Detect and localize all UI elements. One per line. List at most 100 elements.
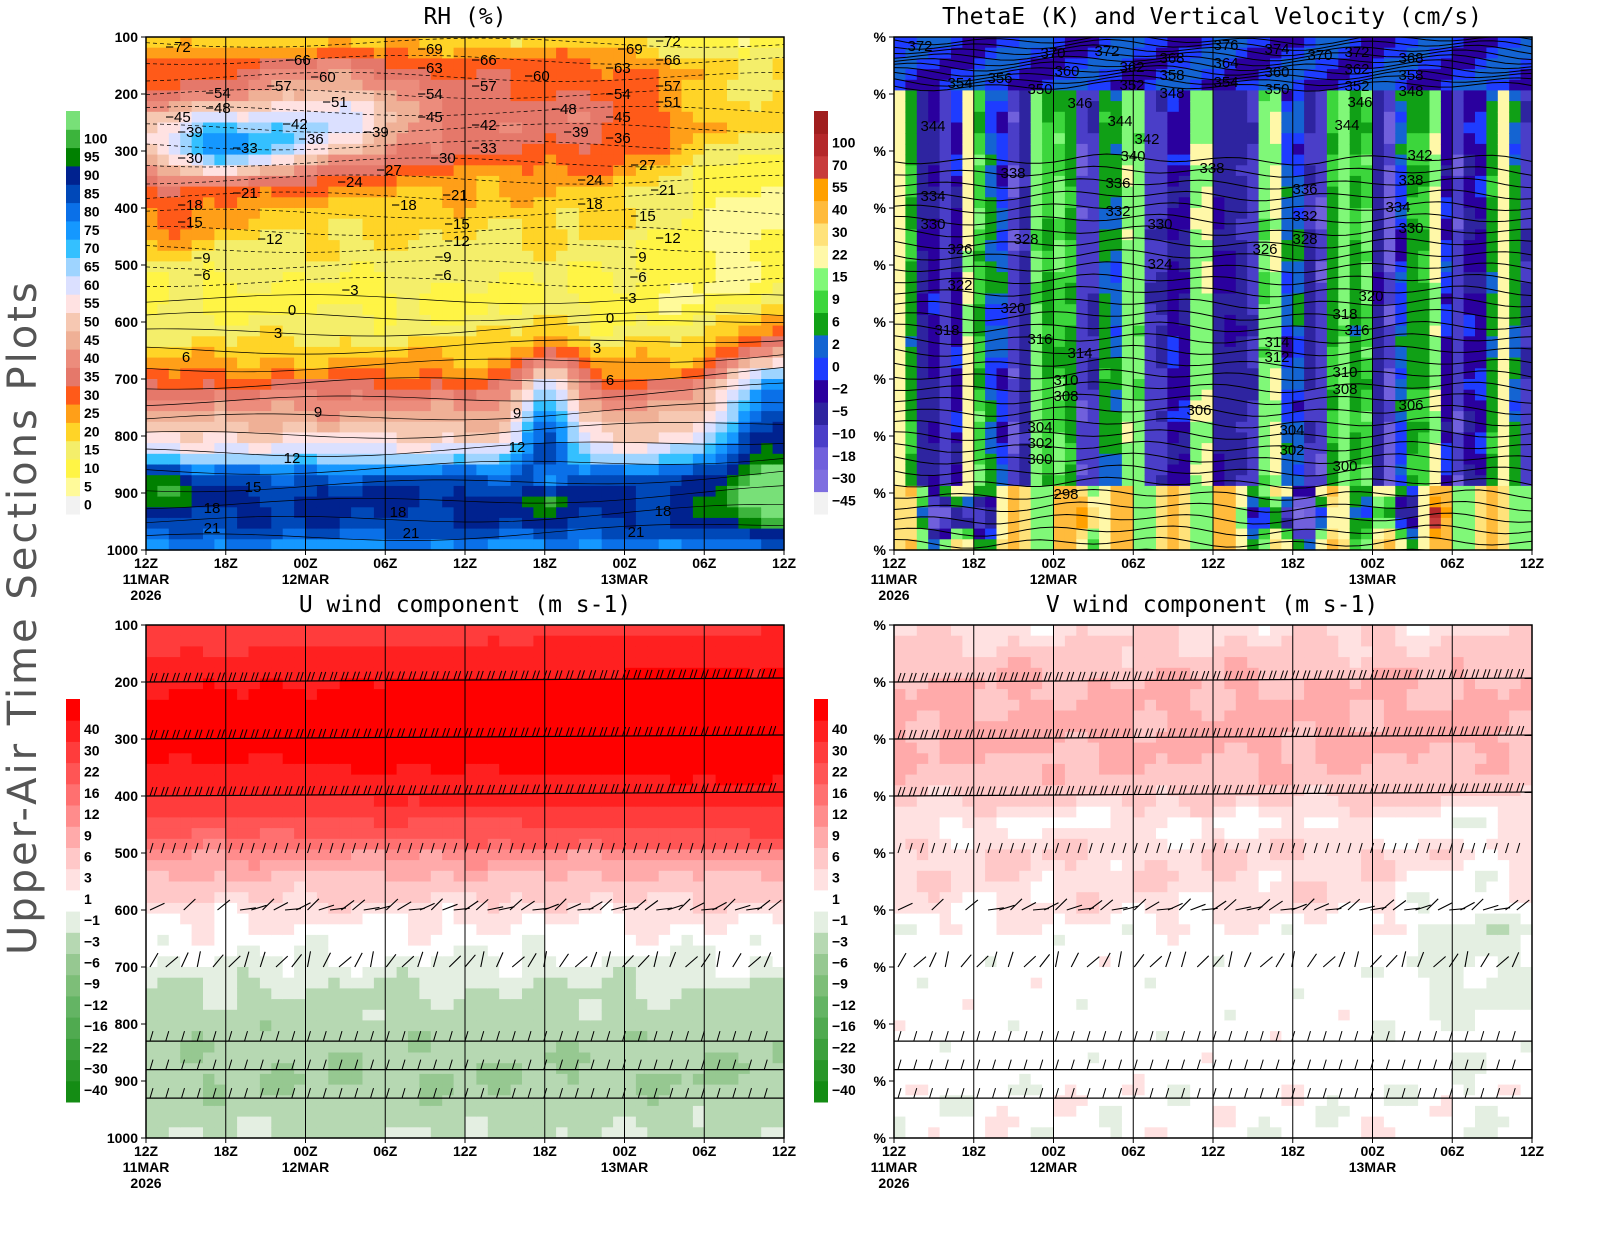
contour-cell [487, 133, 500, 145]
contour-cell [1167, 496, 1180, 508]
contour-cell [282, 47, 295, 59]
contour-cell [373, 400, 386, 412]
contour-cell [362, 389, 375, 401]
contour-cell [1270, 101, 1282, 113]
contour-cell [1304, 79, 1317, 92]
contour-cell [727, 218, 739, 230]
contour-cell [1338, 517, 1351, 530]
contour-cell [1338, 304, 1351, 316]
contour-cell [408, 539, 420, 551]
contour-cell [1361, 47, 1374, 59]
contour-cell [962, 453, 975, 466]
contour-cell [772, 250, 785, 263]
contour-cell [601, 304, 614, 316]
contour-cell [1406, 197, 1419, 209]
contour-cell [635, 101, 648, 113]
contour-cell [1258, 336, 1271, 348]
contour-cell [1270, 90, 1282, 102]
v-wind-title: V wind component (m s-1) [1046, 592, 1378, 618]
contour-cell [749, 208, 762, 220]
contour-cell [1395, 517, 1408, 530]
contour-cell [601, 336, 614, 348]
contour-cell [928, 517, 941, 530]
contour-cell [225, 411, 238, 423]
contour-cell [487, 208, 500, 220]
contour-cell [487, 528, 500, 540]
contour-cell [1372, 111, 1385, 124]
contour-cell [385, 37, 398, 49]
contour-cell [385, 250, 398, 263]
contour-cell [476, 272, 489, 284]
contour-cell [1304, 304, 1317, 316]
contour-cell [939, 272, 952, 284]
contour-cell [613, 421, 626, 434]
contour-cell [146, 218, 158, 230]
contour-cell [951, 336, 963, 348]
contour-cell [442, 79, 455, 92]
contour-cell [1224, 101, 1237, 113]
contour-cell [282, 58, 295, 70]
contour-cell [1270, 240, 1282, 252]
contour-cell [191, 165, 204, 177]
contour-cell [1064, 517, 1077, 530]
contour-cell [1304, 208, 1317, 220]
contour-cell [146, 282, 158, 295]
contour-cell [316, 485, 329, 498]
contour-cell [1133, 240, 1146, 252]
contour-cell [396, 240, 409, 252]
contour-cell [271, 101, 284, 113]
contour-cell [1133, 250, 1146, 263]
contour-cell [590, 154, 603, 166]
contour-cell [180, 475, 193, 487]
contour-cell [1224, 208, 1237, 220]
contour-cell [727, 389, 739, 401]
contour-cell [692, 218, 705, 230]
contour-cell [499, 293, 512, 305]
contour-cell [328, 346, 341, 359]
contour-cell [1178, 133, 1191, 145]
contour-cell [259, 165, 272, 177]
contour-cell [271, 261, 284, 273]
contour-cell [1383, 443, 1396, 455]
contour-cell [1053, 101, 1066, 113]
contour-cell [544, 175, 557, 188]
contour-cell [225, 282, 238, 295]
contour-cell [419, 411, 432, 423]
contour-cell [294, 229, 307, 241]
contour-cell [1201, 122, 1214, 134]
contour-cell [567, 507, 580, 519]
contour-cell [973, 475, 986, 487]
contour-cell [1076, 507, 1089, 519]
contour-cell [1030, 443, 1043, 455]
contour-cell [191, 197, 204, 209]
contour-cell [556, 240, 569, 252]
contour-cell [442, 443, 455, 455]
contour-cell [453, 475, 466, 487]
contour-cell [928, 368, 941, 380]
contour-cell [1395, 304, 1408, 316]
contour-cell [1201, 528, 1214, 540]
contour-cell [499, 208, 512, 220]
contour-cell [1030, 421, 1043, 434]
contour-cell [442, 143, 455, 156]
contour-cell [727, 539, 739, 551]
contour-cell [1087, 47, 1100, 59]
contour-cell [271, 229, 284, 241]
contour-cell [214, 539, 227, 551]
contour-cell [442, 379, 455, 391]
contour-cell [1372, 154, 1385, 166]
colorbar-label: 70 [84, 240, 100, 256]
contour-cell [1338, 186, 1351, 198]
contour-cell [1064, 69, 1077, 81]
contour-cell [1213, 90, 1225, 102]
contour-cell [316, 539, 329, 551]
contour-cell [962, 517, 975, 530]
contour-cell [1042, 293, 1055, 305]
contour-cell [1087, 432, 1100, 444]
contour-cell [499, 197, 512, 209]
contour-cell [1361, 208, 1374, 220]
contour-cell [1156, 336, 1168, 348]
contour-cell [939, 400, 952, 412]
contour-cell [203, 47, 215, 59]
contour-cell [1190, 293, 1203, 305]
